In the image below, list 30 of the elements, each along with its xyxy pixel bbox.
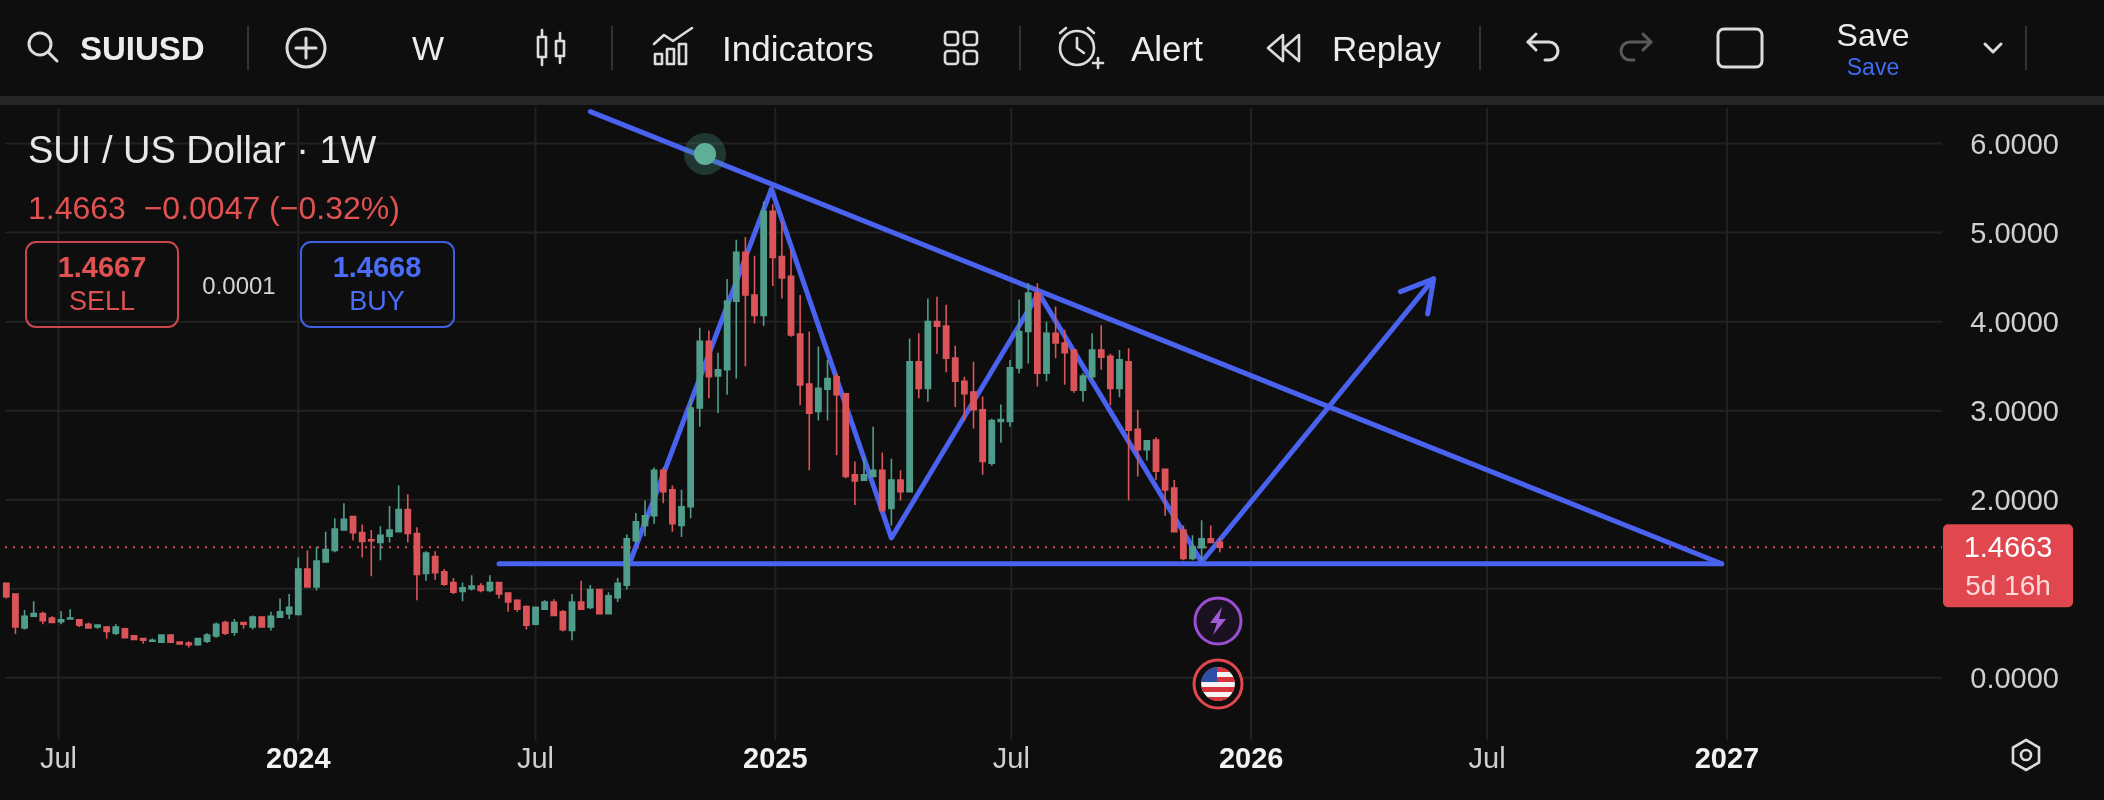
annotation: 1.4668 (332, 251, 422, 283)
annotation: 0.0001 (202, 271, 276, 299)
text: Alert (1131, 28, 1204, 68)
annotation: SELL (68, 286, 136, 316)
text: Save (1846, 54, 1900, 80)
annotation: 1.4667 (57, 251, 147, 283)
x-tick-label: Jul (516, 742, 555, 774)
x-tick-label: 2026 (1218, 742, 1284, 774)
text: SUI / US Dollar · 1W (28, 129, 377, 171)
x-tick-label: 2027 (1694, 742, 1760, 774)
text: Replay (1332, 28, 1442, 68)
y-tick-label: 5.0000 (1970, 216, 2059, 249)
text: 5d 16h (1965, 569, 2051, 601)
annotation: BUY (349, 286, 405, 316)
x-tick-label: Jul (1468, 742, 1506, 774)
x-tick-label: 2025 (743, 742, 808, 774)
x-tick-label: Jul (992, 742, 1030, 774)
x-tick-label: 2024 (266, 742, 331, 774)
y-tick-label: 6.0000 (1970, 127, 2059, 160)
text: Indicators (722, 28, 874, 68)
text: Save (1836, 17, 1910, 53)
text: SUIUSD (80, 29, 205, 67)
x-tick-label: Jul (39, 742, 77, 774)
y-tick-label: 2.0000 (1970, 483, 2059, 516)
y-tick-label: 3.0000 (1970, 394, 2059, 427)
text: 1.4663 −0.0047 (−0.32%) (28, 190, 400, 226)
y-tick-label: 0.0000 (1970, 661, 2059, 694)
ref-line-label: 1.4663 (1963, 531, 2053, 564)
text: W (411, 29, 445, 67)
y-tick-label: 4.0000 (1970, 305, 2059, 338)
